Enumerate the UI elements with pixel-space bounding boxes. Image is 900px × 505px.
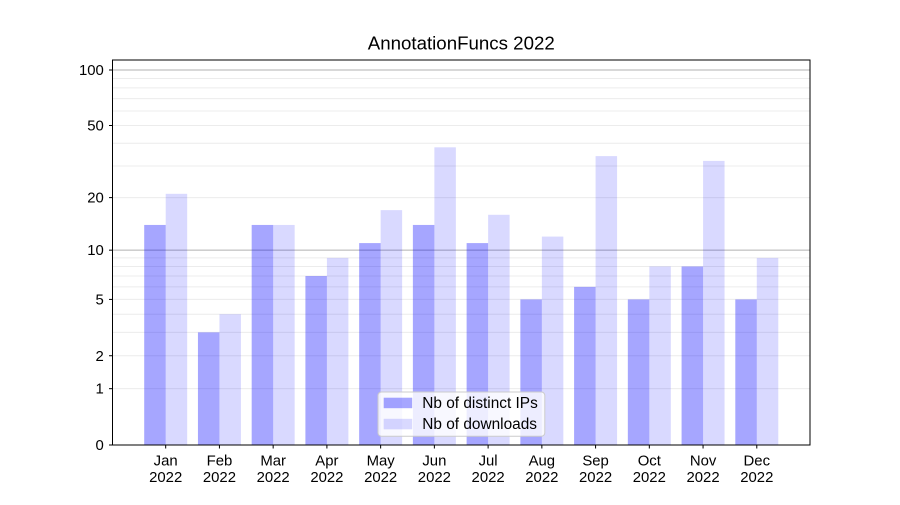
- svg-text:Feb: Feb: [207, 453, 233, 469]
- svg-text:2022: 2022: [686, 470, 719, 486]
- svg-text:100: 100: [79, 63, 104, 79]
- svg-text:2022: 2022: [310, 470, 343, 486]
- svg-text:20: 20: [87, 191, 104, 207]
- svg-text:2022: 2022: [257, 470, 290, 486]
- svg-text:10: 10: [87, 243, 104, 259]
- svg-text:Mar: Mar: [260, 453, 286, 469]
- svg-text:Oct: Oct: [638, 453, 662, 469]
- svg-text:Dec: Dec: [744, 453, 771, 469]
- svg-text:2022: 2022: [579, 470, 612, 486]
- svg-text:2022: 2022: [149, 470, 182, 486]
- svg-text:Jul: Jul: [479, 453, 498, 469]
- svg-text:2: 2: [96, 349, 104, 365]
- svg-text:Nb of distinct IPs: Nb of distinct IPs: [422, 395, 538, 412]
- svg-text:2022: 2022: [740, 470, 773, 486]
- svg-text:2022: 2022: [364, 470, 397, 486]
- svg-text:Apr: Apr: [315, 453, 338, 469]
- svg-text:2022: 2022: [418, 470, 451, 486]
- svg-text:Nb of downloads: Nb of downloads: [422, 416, 537, 433]
- svg-text:AnnotationFuncs 2022: AnnotationFuncs 2022: [368, 32, 555, 53]
- svg-text:2022: 2022: [203, 470, 236, 486]
- svg-text:2022: 2022: [633, 470, 666, 486]
- svg-text:1: 1: [96, 382, 104, 398]
- svg-text:Jun: Jun: [422, 453, 446, 469]
- svg-text:May: May: [367, 453, 396, 469]
- svg-text:Jan: Jan: [154, 453, 178, 469]
- svg-text:Nov: Nov: [690, 453, 717, 469]
- svg-text:5: 5: [96, 292, 104, 308]
- svg-text:0: 0: [96, 438, 104, 454]
- svg-text:2022: 2022: [472, 470, 505, 486]
- svg-text:2022: 2022: [525, 470, 558, 486]
- svg-text:Aug: Aug: [529, 453, 556, 469]
- svg-text:Sep: Sep: [582, 453, 609, 469]
- svg-text:50: 50: [87, 119, 104, 135]
